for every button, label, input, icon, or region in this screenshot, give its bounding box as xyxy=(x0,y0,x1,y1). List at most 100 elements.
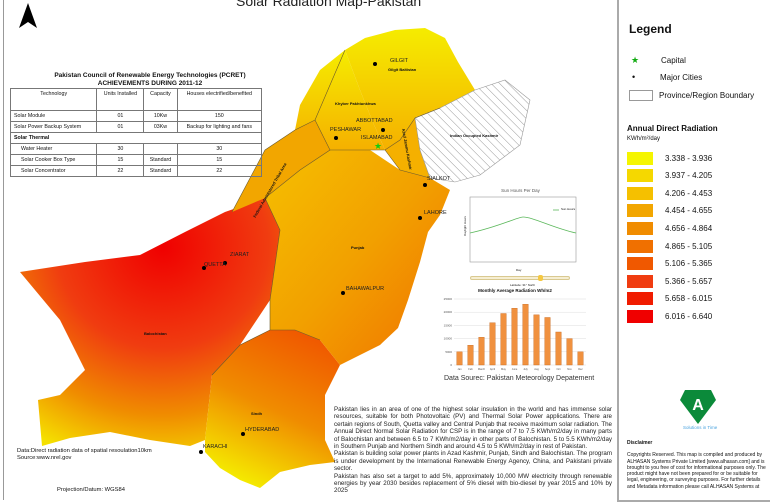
legend-class: 5.106 - 5.365 xyxy=(627,257,712,271)
legend-class-label: 4.656 - 4.864 xyxy=(665,223,713,233)
boundary-box-icon xyxy=(629,90,653,101)
legend-cities: • Major Cities xyxy=(632,72,702,82)
legend-boundary: Province/Region Boundary xyxy=(629,90,754,101)
table-row: Solar Cooker Box Type 15 Standard 15 xyxy=(9,154,263,166)
x-tick-label: Nov xyxy=(567,367,572,371)
ramp-unit: KWh/m²/day xyxy=(627,136,661,142)
city-dot-icon: • xyxy=(632,72,636,82)
paragraph: Pakistan has also set a target to add 5%… xyxy=(334,472,612,495)
legend-boundary-label: Province/Region Boundary xyxy=(659,91,755,100)
city-label-bahawalpur: BAHAWALPUR xyxy=(346,286,385,292)
legend-class-label: 5.106 - 5.365 xyxy=(665,259,713,269)
legend-class: 4.454 - 4.655 xyxy=(627,204,712,218)
bar-april xyxy=(489,322,496,366)
table-title: Pakistan Council of Renewable Energy Tec… xyxy=(54,72,246,79)
region-label-sindh: Sindh xyxy=(251,411,263,416)
region-balochistan[interactable] xyxy=(20,198,280,446)
legend-swatch xyxy=(627,274,653,288)
legend-class-label: 3.937 - 4.205 xyxy=(665,171,713,181)
latitude-slider-knob[interactable] xyxy=(537,275,543,281)
bar-feb xyxy=(467,345,474,366)
legend-class-label: 5.658 - 6.015 xyxy=(665,294,713,304)
data-source-label: Data Sourec: Pakistan Meteorology Depate… xyxy=(444,375,595,382)
bar-aug xyxy=(533,314,540,366)
x-tick-label: Aug xyxy=(534,367,539,371)
table-row: Solar Module 01 10Kw 150 xyxy=(9,110,263,122)
bar-sept xyxy=(544,317,551,366)
projection-label: Projection/Datum: WGS84 xyxy=(57,487,125,493)
legend-swatch xyxy=(627,221,653,235)
legend-class: 5.366 - 5.657 xyxy=(627,274,712,288)
source-note-line1: Data:Direct radiation data of spatial re… xyxy=(17,448,152,454)
x-tick-label: March xyxy=(478,367,486,371)
cell: Backup for lighting and fans xyxy=(176,121,263,133)
region-indian-occupied-kashmir[interactable] xyxy=(414,79,531,183)
x-tick-label: May xyxy=(501,367,507,371)
legend-class-label: 6.016 - 6.640 xyxy=(665,311,713,321)
source-note-line2: Source:www.nrel.gov xyxy=(17,455,72,461)
city-label-sialkot: SIALKOT xyxy=(427,176,451,182)
header-capacity: Capacity xyxy=(143,88,178,111)
disclaimer-title: Disclaimer xyxy=(627,440,653,446)
region-sindh[interactable] xyxy=(205,330,340,488)
x-tick-label: April xyxy=(490,367,496,371)
pcret-achievements-table: Technology Units Installed Capacity Hous… xyxy=(9,88,263,177)
legend-class: 6.016 - 6.640 xyxy=(627,309,712,323)
legend-swatch xyxy=(627,292,653,306)
region-fata[interactable] xyxy=(232,120,330,212)
cell: Solar Module xyxy=(9,110,98,122)
region-gilgit-baltistan[interactable] xyxy=(345,28,475,150)
legend-class: 4.206 - 4.453 xyxy=(627,186,712,200)
cell: 22 xyxy=(96,165,145,177)
latitude-slider[interactable] xyxy=(470,275,570,281)
region-punjab[interactable] xyxy=(265,150,450,365)
legend-swatch xyxy=(627,257,653,271)
cell: 01 xyxy=(96,121,145,133)
bar-jan xyxy=(456,351,463,366)
sun-chart-ylabel: Daylight Hours xyxy=(462,216,467,236)
y-tick-label: 0 xyxy=(450,363,452,367)
legend-swatch xyxy=(627,151,653,165)
cell: 10Kw xyxy=(143,110,178,122)
map-title: Solar Radiation Map-Pakistan xyxy=(236,0,422,9)
region-ajk[interactable] xyxy=(385,118,430,178)
sun-chart-legend: Sun Hours xyxy=(561,207,576,211)
legend-swatch xyxy=(627,309,653,323)
bar-chart-title: Monthly Average Radiation Wh/m2 xyxy=(478,288,552,293)
table-subtitle: ACHIEVEMENTS DURING 2011-12 xyxy=(97,80,203,87)
region-label-iok: Indian Occupied Kashmir xyxy=(450,133,499,138)
sun-hours-chart xyxy=(469,196,577,263)
legend-swatch xyxy=(627,186,653,200)
region-label-punjab: Punjab xyxy=(351,245,365,250)
y-tick-label: 5000 xyxy=(445,350,452,354)
cell: Solar Concentrator xyxy=(9,165,98,177)
capital-star-icon: ★ xyxy=(374,141,382,151)
legend-class-label: 3.338 - 3.936 xyxy=(665,153,713,163)
cell: 03Kw xyxy=(143,121,178,133)
cell xyxy=(143,143,178,155)
province-boundaries xyxy=(211,49,441,376)
bar-dec xyxy=(577,351,584,366)
cell: Standard xyxy=(143,154,178,166)
x-tick-label: Oct xyxy=(556,367,560,371)
city-label-ziarat: ZIARAT xyxy=(230,252,250,258)
x-tick-label: Dec xyxy=(578,367,583,371)
pcret-table-title: Pakistan Council of Renewable Energy Tec… xyxy=(40,72,260,88)
x-tick-label: Sept xyxy=(545,367,551,371)
table-row: Water Heater 30 30 xyxy=(9,143,263,155)
disclaimer: Disclaimer Copyrights Reserved. This map… xyxy=(627,440,767,490)
city-label-quetta: QUETTA xyxy=(204,262,226,268)
city-label-lahore: LAHORE xyxy=(424,210,447,216)
cell: Water Heater xyxy=(9,143,98,155)
cell: Solar Cooker Box Type xyxy=(9,154,98,166)
legend-class: 3.937 - 4.205 xyxy=(627,169,712,183)
table-row: Solar Concentrator 22 Standard 22 xyxy=(9,165,263,177)
legend-class: 4.656 - 4.864 xyxy=(627,221,712,235)
bar-july xyxy=(522,304,529,366)
region-label-gilgit-baltistan: Gilgit Baltistan xyxy=(388,67,417,72)
paragraph: Pakistan lies in an area of one of the h… xyxy=(334,406,612,451)
legend-swatch xyxy=(627,169,653,183)
solar-radiation-map[interactable]: ★ xyxy=(0,0,615,500)
y-tick-label: 25000 xyxy=(444,297,453,301)
section-label: Solar Thermal xyxy=(10,132,262,144)
